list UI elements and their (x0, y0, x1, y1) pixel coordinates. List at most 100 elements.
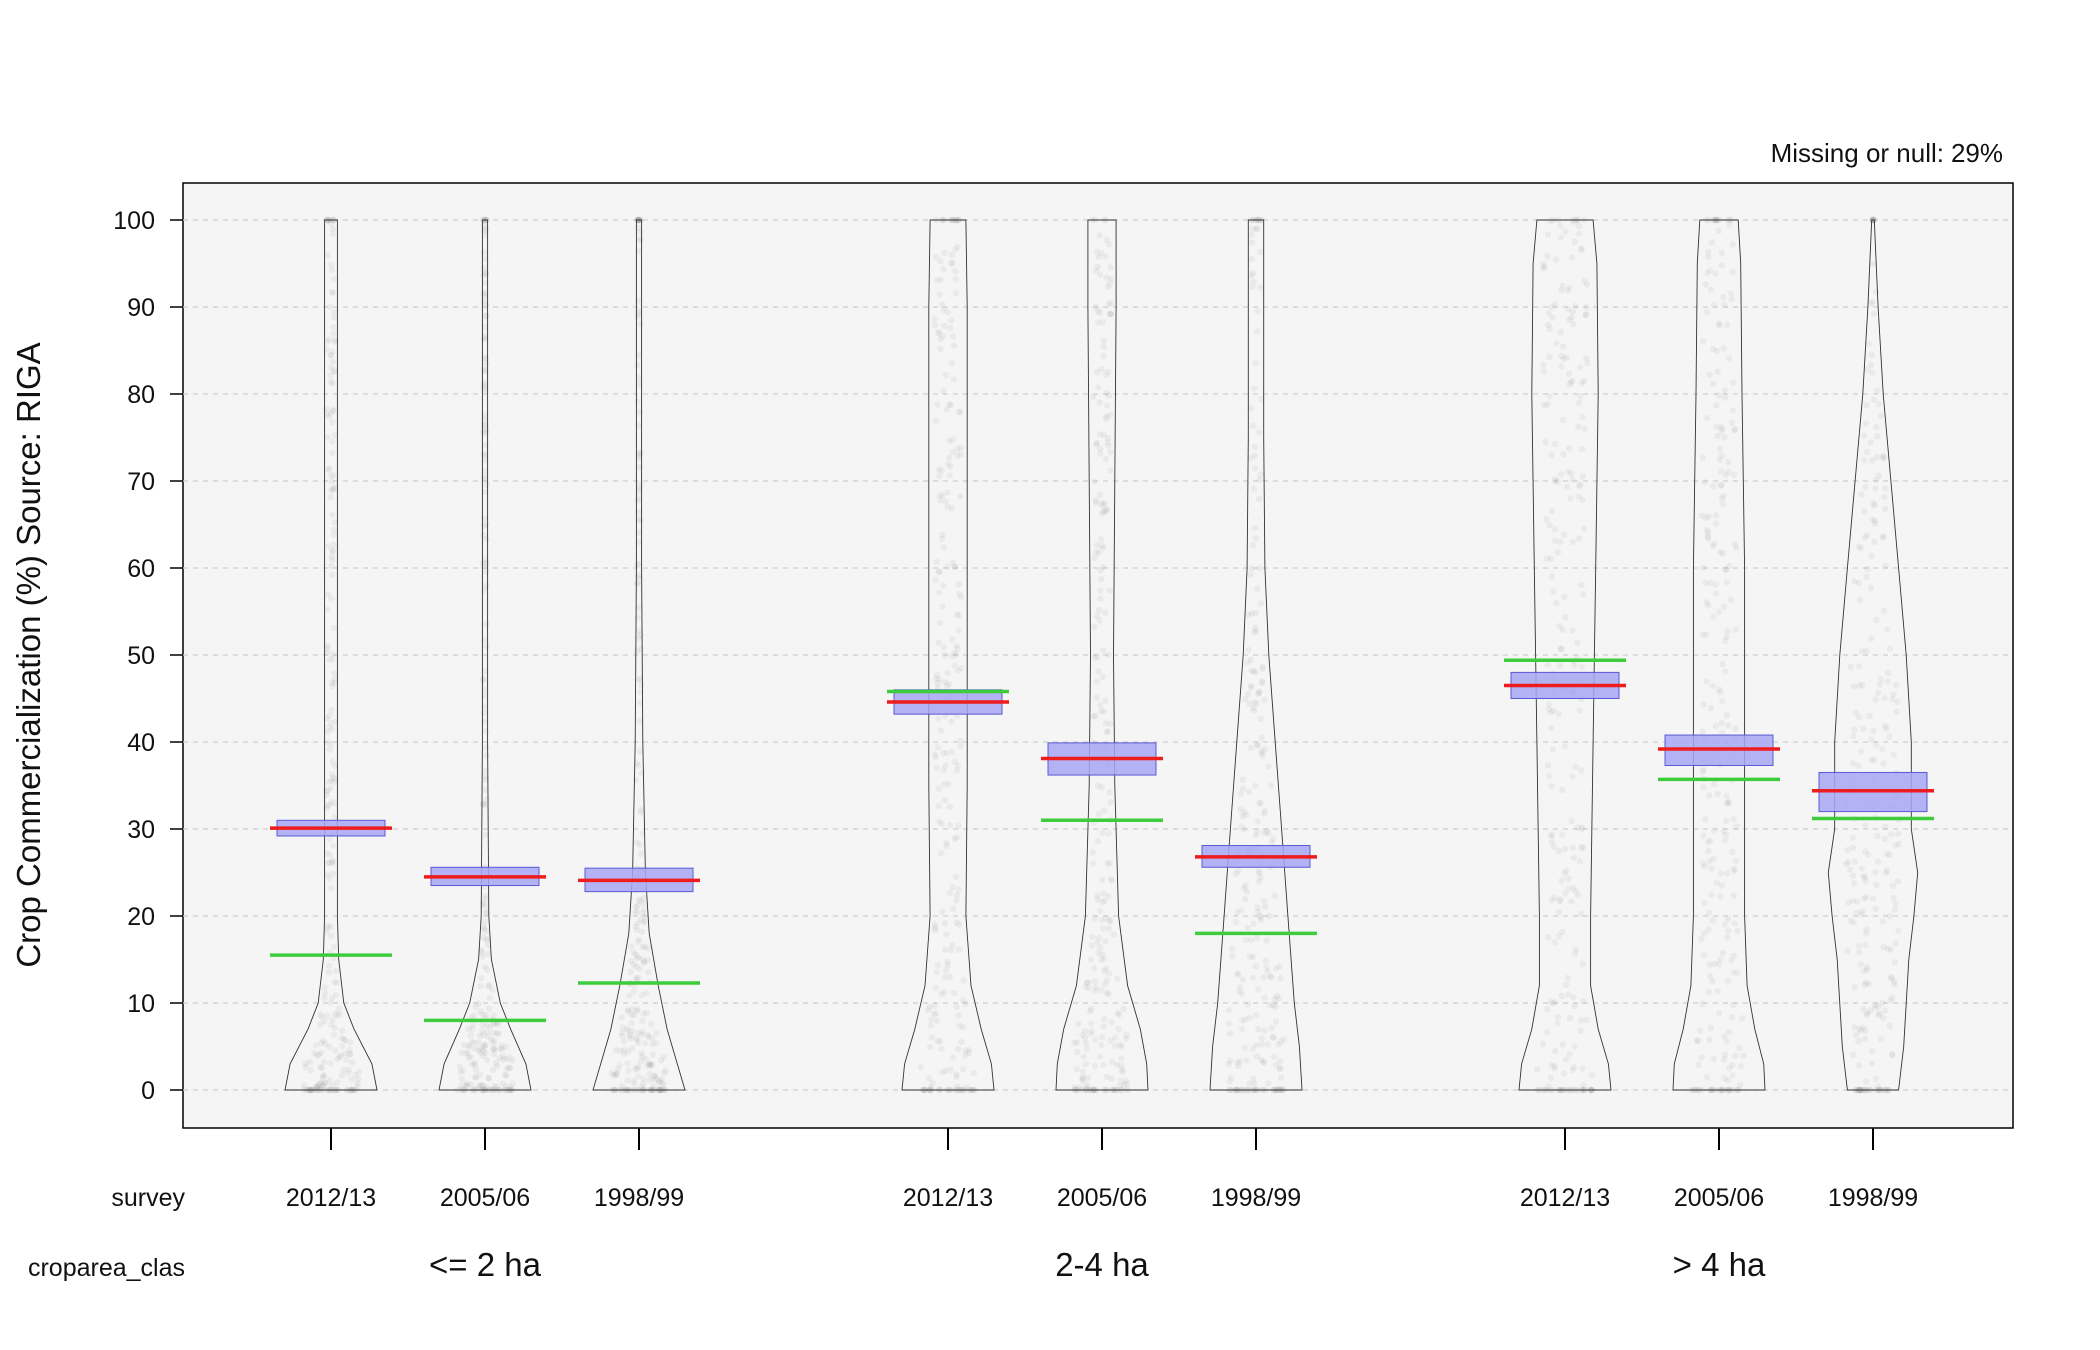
data-point (1858, 648, 1865, 655)
violin-outline (284, 219, 378, 1091)
data-point (1717, 893, 1724, 900)
survey-tick-label: 2012/13 (286, 1184, 376, 1212)
data-point (945, 680, 953, 688)
data-point (1718, 882, 1726, 889)
data-point (1268, 782, 1275, 789)
data-point (1095, 934, 1103, 942)
data-point (1730, 952, 1738, 960)
data-point (938, 820, 946, 827)
data-point (1249, 1045, 1257, 1053)
data-point (1252, 627, 1259, 635)
data-point (1873, 453, 1881, 461)
data-point (1241, 1044, 1249, 1051)
data-point (471, 1060, 478, 1067)
data-point (639, 944, 646, 951)
data-point (1249, 953, 1257, 961)
data-point (1871, 502, 1878, 509)
data-point (1579, 413, 1586, 421)
data-point (1099, 829, 1106, 837)
data-point (329, 449, 336, 456)
data-point (1575, 535, 1583, 542)
data-point (1863, 647, 1870, 655)
data-point (1862, 877, 1870, 885)
data-point (1728, 419, 1736, 426)
data-point (1241, 808, 1248, 816)
data-point (635, 422, 642, 429)
data-point (1870, 396, 1878, 403)
data-point (1247, 571, 1254, 578)
data-point (941, 797, 949, 804)
data-point (642, 1040, 649, 1047)
data-point (477, 1071, 484, 1078)
data-point (1084, 1074, 1092, 1081)
data-point (330, 314, 338, 321)
data-point (1717, 689, 1724, 696)
data-point (341, 1037, 348, 1044)
data-point (327, 493, 334, 501)
data-point (328, 487, 335, 494)
data-point (328, 261, 335, 269)
data-point (1712, 723, 1720, 730)
data-point (311, 1049, 318, 1057)
data-point (960, 1065, 967, 1073)
data-point (1708, 891, 1715, 899)
data-point (1862, 848, 1869, 855)
data-point (1567, 379, 1575, 386)
data-point (1561, 845, 1569, 853)
data-point (1086, 1007, 1094, 1015)
data-point (475, 1039, 483, 1046)
data-point (483, 313, 490, 320)
data-point (307, 1067, 314, 1074)
data-point (1728, 296, 1735, 303)
data-point (1100, 647, 1107, 654)
data-point (1583, 1016, 1590, 1024)
data-point (1884, 945, 1892, 953)
data-point (1562, 1056, 1570, 1063)
data-point (1106, 310, 1114, 317)
data-point (1271, 996, 1278, 1003)
data-point (493, 1083, 501, 1090)
data-point (1097, 595, 1104, 602)
data-point (936, 1086, 944, 1093)
data-point (637, 809, 645, 816)
data-point (1889, 1050, 1896, 1058)
data-point (1723, 1038, 1730, 1045)
data-point (932, 984, 939, 992)
data-point (1850, 880, 1858, 887)
data-point (644, 1031, 652, 1039)
data-point (306, 1058, 314, 1066)
data-point (1094, 782, 1102, 789)
data-point (1844, 947, 1851, 954)
data-point (1729, 848, 1736, 856)
data-point (1257, 600, 1265, 607)
data-point (329, 725, 336, 733)
data-point (1248, 667, 1255, 675)
data-point (1558, 287, 1565, 294)
data-point (941, 946, 949, 953)
data-point (1251, 385, 1258, 392)
data-point (328, 553, 336, 560)
data-point (1096, 232, 1103, 239)
data-point (346, 1050, 353, 1058)
data-point (1880, 1014, 1887, 1022)
data-point (1727, 596, 1734, 603)
data-point (327, 352, 334, 359)
data-point (493, 1062, 500, 1070)
data-point (1693, 1037, 1701, 1044)
data-point (957, 594, 965, 601)
data-point (939, 603, 946, 610)
data-point (466, 1043, 473, 1051)
data-point (635, 508, 642, 516)
data-point (1545, 310, 1552, 317)
data-point (1578, 844, 1585, 851)
data-point (626, 992, 633, 999)
data-point (326, 372, 334, 379)
data-point (481, 417, 488, 424)
data-point (1561, 870, 1569, 877)
data-point (1872, 741, 1880, 748)
data-point (1258, 1056, 1265, 1064)
data-point (1079, 1075, 1086, 1083)
data-point (948, 259, 956, 267)
data-point (1545, 706, 1553, 713)
data-point (1719, 949, 1727, 957)
